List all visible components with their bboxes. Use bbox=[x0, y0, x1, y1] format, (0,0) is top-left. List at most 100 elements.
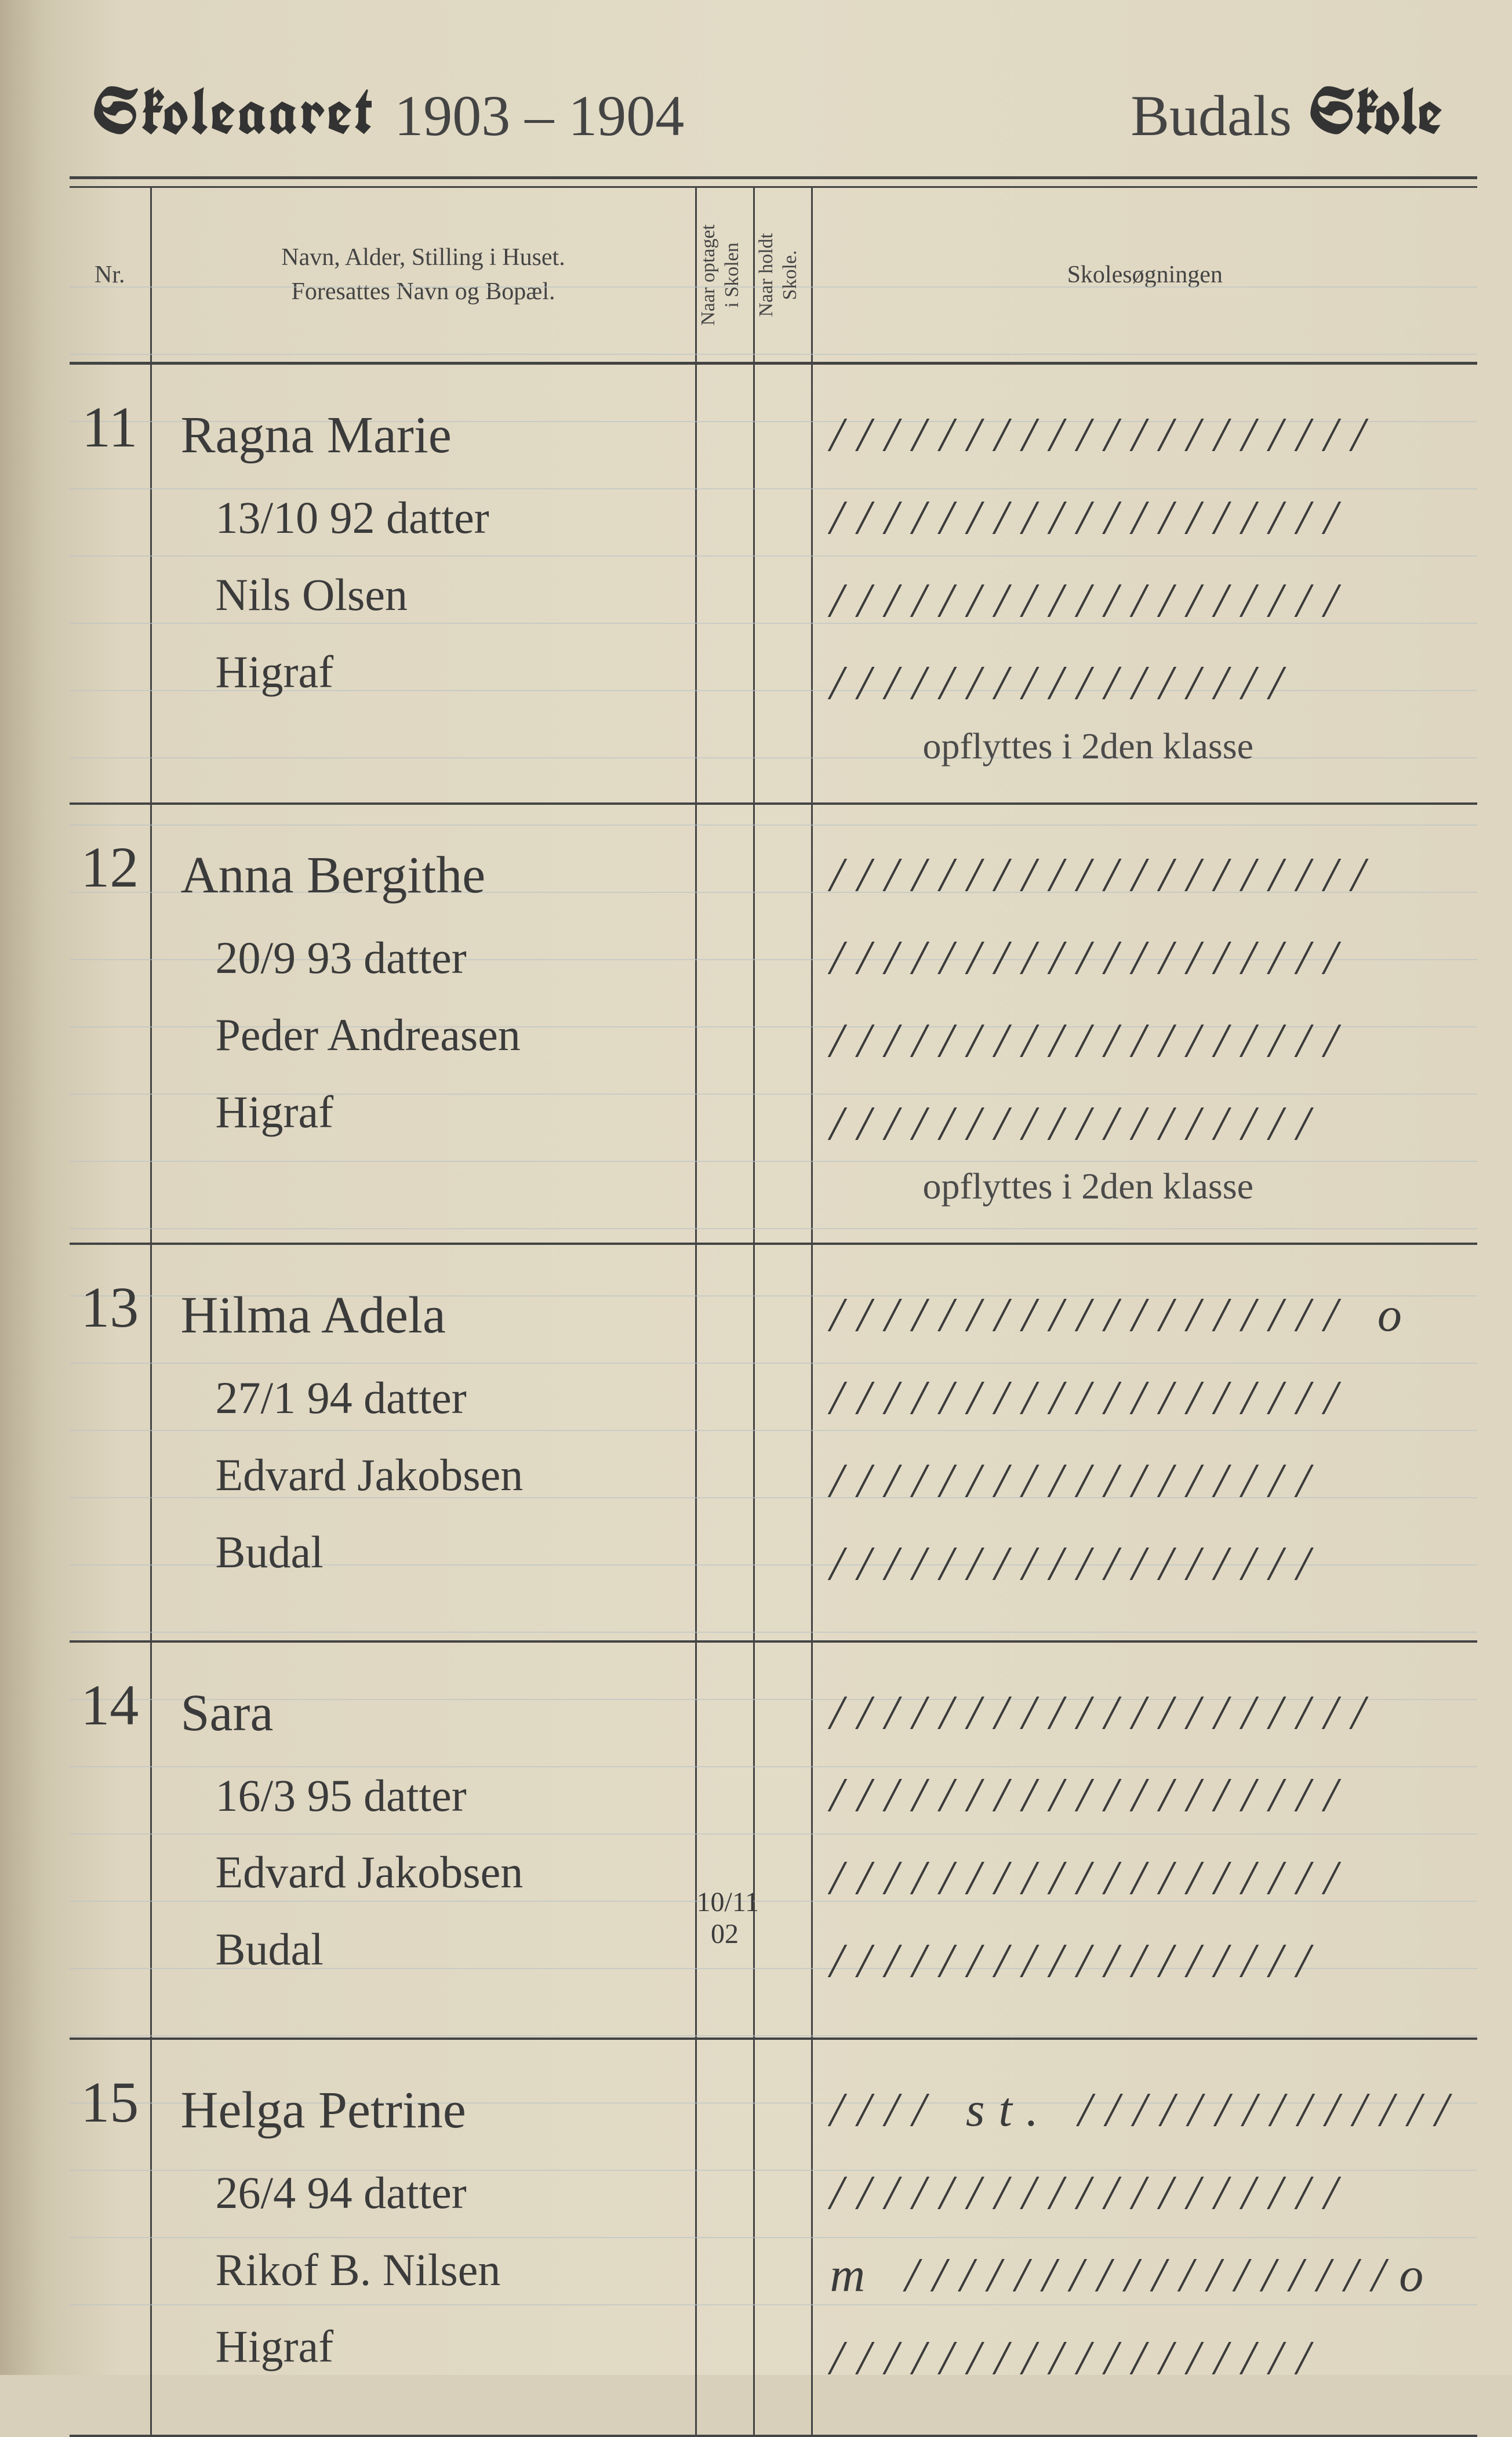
tally-line: ////////////////// bbox=[830, 1920, 1460, 2003]
student-name: Sara bbox=[181, 1672, 672, 1755]
ledger-body: 11 Ragna Marie 13/10 92 datter Nils Olse… bbox=[70, 364, 1477, 2436]
tally-line: /////////////////// bbox=[830, 2152, 1460, 2235]
attendance-block: //////////////////// ///////////////////… bbox=[813, 1643, 1478, 2038]
cell-holdt bbox=[754, 2039, 812, 2436]
cell-attendance: /////////////////// o //////////////////… bbox=[812, 1244, 1477, 1641]
residence: Higraf bbox=[181, 636, 672, 709]
cell-holdt bbox=[754, 804, 812, 1244]
table-row: 15 Helga Petrine 26/4 94 datter Rikof B.… bbox=[70, 2039, 1477, 2436]
title-right-group: Budals Skole bbox=[1131, 70, 1442, 153]
tally-line: /////////////////// bbox=[830, 1837, 1460, 1920]
cell-attendance: //////////////////// ///////////////////… bbox=[812, 364, 1477, 804]
double-rule-top bbox=[70, 176, 1477, 188]
row-number: 15 bbox=[70, 2040, 150, 2135]
optaget-value bbox=[697, 365, 753, 608]
table-row: 13 Hilma Adela 27/1 94 datter Edvard Jak… bbox=[70, 1244, 1477, 1641]
cell-optaget: 10/11 02 bbox=[696, 1641, 754, 2039]
name-block: Sara 16/3 95 datter Edvard Jakobsen Buda… bbox=[152, 1643, 695, 2025]
cell-nr: 14 bbox=[70, 1641, 151, 2039]
tally-line: //////////////////// bbox=[830, 1672, 1460, 1755]
tally-line: /////////////////// bbox=[830, 917, 1460, 1000]
cell-name: Hilma Adela 27/1 94 datter Edvard Jakobs… bbox=[151, 1244, 696, 1641]
guardian-name: Edvard Jakobsen bbox=[181, 1439, 672, 1512]
row-number: 12 bbox=[70, 805, 150, 900]
title-year: 1903 – 1904 bbox=[394, 83, 684, 148]
cell-name: Ragna Marie 13/10 92 datter Nils Olsen H… bbox=[151, 364, 696, 804]
student-birth-relation: 27/1 94 datter bbox=[181, 1362, 672, 1434]
attendance-block: //// st. ////////////// ////////////////… bbox=[813, 2040, 1478, 2435]
col-header-name: Navn, Alder, Stilling i Huset. Foresatte… bbox=[151, 188, 696, 364]
tally-line: ///////////////// bbox=[830, 642, 1460, 725]
tally-line: /////////////////// bbox=[830, 477, 1460, 560]
student-name: Ragna Marie bbox=[181, 394, 672, 477]
ledger-table: Nr. Navn, Alder, Stilling i Huset. Fores… bbox=[70, 188, 1477, 2437]
table-row: 12 Anna Bergithe 20/9 93 datter Peder An… bbox=[70, 804, 1477, 1244]
guardian-name: Rikof B. Nilsen bbox=[181, 2234, 672, 2307]
residence: Higraf bbox=[181, 2311, 672, 2383]
col-header-holdt: Naar holdt Skole. bbox=[754, 188, 812, 364]
cell-name: Helga Petrine 26/4 94 datter Rikof B. Ni… bbox=[151, 2039, 696, 2436]
tally-line: /////////////////// bbox=[830, 560, 1460, 642]
attendance-note: opflyttes i 2den klasse bbox=[830, 725, 1460, 768]
guardian-name: Nils Olsen bbox=[181, 559, 672, 631]
ledger-page: Skoleaaret 1903 – 1904 Budals Skole Nr. … bbox=[0, 0, 1512, 2375]
table-row: 11 Ragna Marie 13/10 92 datter Nils Olse… bbox=[70, 364, 1477, 804]
optaget-value bbox=[697, 805, 753, 1048]
student-name: Helga Petrine bbox=[181, 2069, 672, 2152]
tally-line: /////////////////// bbox=[830, 1357, 1460, 1440]
tally-line: /////////////////// bbox=[830, 1000, 1460, 1083]
cell-optaget bbox=[696, 364, 754, 804]
cell-optaget bbox=[696, 804, 754, 1244]
tally-line: /////////////////// bbox=[830, 1754, 1460, 1837]
table-row: 14 Sara 16/3 95 datter Edvard Jakobsen B… bbox=[70, 1641, 1477, 2039]
student-birth-relation: 20/9 93 datter bbox=[181, 922, 672, 994]
optaget-value bbox=[697, 2040, 753, 2283]
cell-optaget bbox=[696, 2039, 754, 2436]
cell-nr: 13 bbox=[70, 1244, 151, 1641]
cell-name: Sara 16/3 95 datter Edvard Jakobsen Buda… bbox=[151, 1641, 696, 2039]
cell-name: Anna Bergithe 20/9 93 datter Peder Andre… bbox=[151, 804, 696, 1244]
row-number: 14 bbox=[70, 1643, 150, 1738]
school-name-handwritten: Budals bbox=[1131, 82, 1292, 149]
name-block: Anna Bergithe 20/9 93 datter Peder Andre… bbox=[152, 805, 695, 1187]
row-number: 11 bbox=[70, 365, 150, 460]
tally-line: //////////////////// bbox=[830, 394, 1460, 477]
guardian-name: Edvard Jakobsen bbox=[181, 1836, 672, 1909]
cell-attendance: //// st. ////////////// ////////////////… bbox=[812, 2039, 1477, 2436]
col-header-holdt-label: Naar holdt Skole. bbox=[755, 221, 802, 328]
col-header-optaget-label: Naar optaget i Skolen bbox=[697, 213, 744, 337]
attendance-note: opflyttes i 2den klasse bbox=[830, 1165, 1460, 1208]
cell-attendance: //////////////////// ///////////////////… bbox=[812, 804, 1477, 1244]
cell-nr: 12 bbox=[70, 804, 151, 1244]
optaget-value: 10/11 02 bbox=[697, 1643, 753, 1950]
residence: Budal bbox=[181, 1516, 672, 1589]
student-name: Anna Bergithe bbox=[181, 834, 672, 917]
optaget-value bbox=[697, 1245, 753, 1488]
residence: Higraf bbox=[181, 1076, 672, 1149]
attendance-block: //////////////////// ///////////////////… bbox=[813, 365, 1478, 802]
row-number: 13 bbox=[70, 1245, 150, 1341]
name-block: Helga Petrine 26/4 94 datter Rikof B. Ni… bbox=[152, 2040, 695, 2423]
tally-line: ////////////////// bbox=[830, 1523, 1460, 1606]
title-row: Skoleaaret 1903 – 1904 Budals Skole bbox=[93, 70, 1442, 153]
skole-label: Skole bbox=[1309, 70, 1442, 153]
cell-holdt bbox=[754, 1641, 812, 2039]
col-header-optaget: Naar optaget i Skolen bbox=[696, 188, 754, 364]
name-block: Hilma Adela 27/1 94 datter Edvard Jakobs… bbox=[152, 1245, 695, 1628]
tally-line: /////////////////// o bbox=[830, 1274, 1460, 1357]
student-birth-relation: 16/3 95 datter bbox=[181, 1760, 672, 1832]
attendance-block: /////////////////// o //////////////////… bbox=[813, 1245, 1478, 1640]
attendance-block: //////////////////// ///////////////////… bbox=[813, 805, 1478, 1243]
cell-holdt bbox=[754, 1244, 812, 1641]
guardian-name: Peder Andreasen bbox=[181, 999, 672, 1072]
residence: Budal bbox=[181, 1913, 672, 1986]
cell-nr: 15 bbox=[70, 2039, 151, 2436]
student-name: Hilma Adela bbox=[181, 1274, 672, 1357]
tally-line: ////////////////// bbox=[830, 1083, 1460, 1165]
cell-attendance: //////////////////// ///////////////////… bbox=[812, 1641, 1477, 2039]
cell-optaget bbox=[696, 1244, 754, 1641]
table-header-row: Nr. Navn, Alder, Stilling i Huset. Fores… bbox=[70, 188, 1477, 364]
student-birth-relation: 13/10 92 datter bbox=[181, 482, 672, 554]
cell-nr: 11 bbox=[70, 364, 151, 804]
col-header-nr: Nr. bbox=[70, 188, 151, 364]
